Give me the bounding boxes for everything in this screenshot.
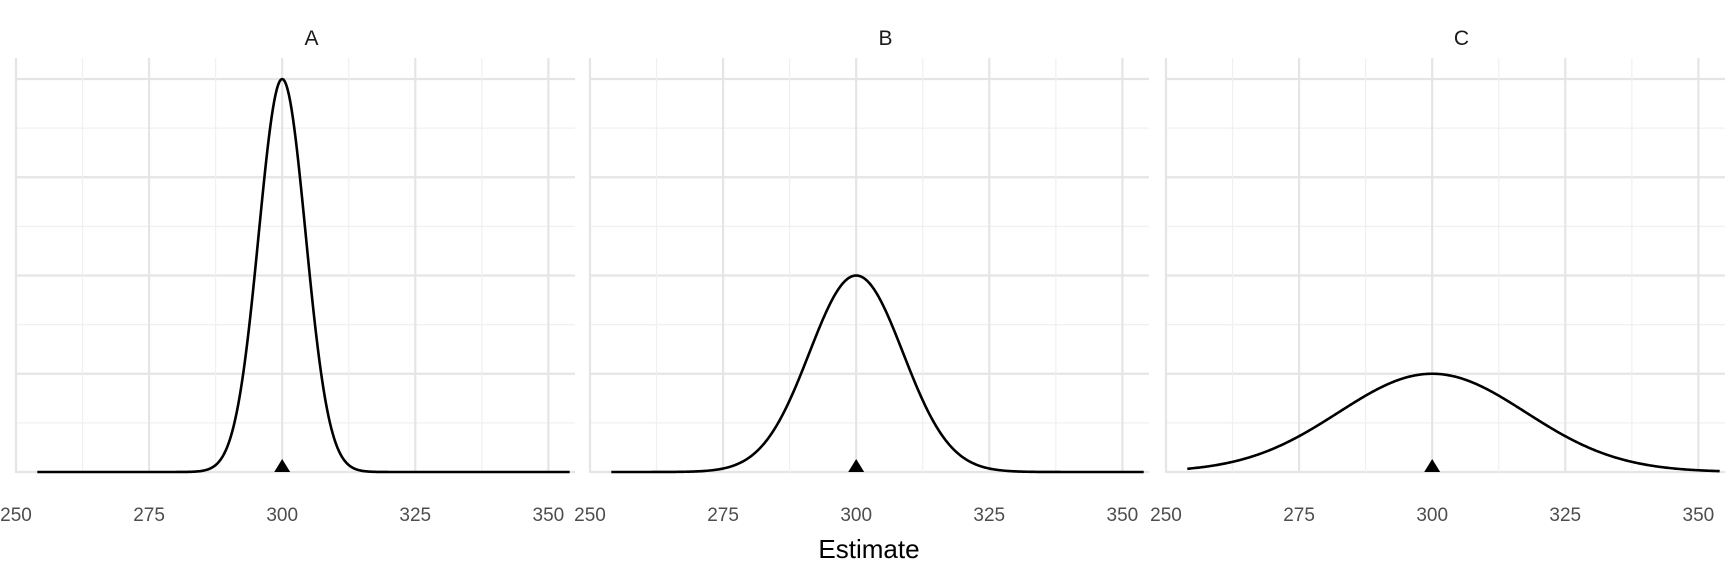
panel-title: A: [304, 27, 318, 50]
x-tick-label: 350: [533, 505, 565, 526]
panel-B: 250 275 300 325 350 B: [574, 27, 1149, 526]
x-tick-label: 300: [1416, 505, 1448, 526]
estimate-marker: [848, 459, 865, 472]
x-tick-label: 350: [1107, 505, 1139, 526]
panel-A: 250 275 300 325 350 A: [0, 27, 575, 526]
chart-panels: 250 275 300 325 350 A 250 275 300 325 350 B 250 275 30…: [0, 27, 1725, 526]
density-curve: [611, 274, 1144, 474]
x-tick-label: 325: [1549, 505, 1581, 526]
density-curve: [1187, 372, 1720, 473]
panel-C: 250 275 300 325 350 C: [1150, 27, 1725, 526]
x-tick-label: 325: [973, 505, 1005, 526]
x-tick-label: 300: [266, 505, 298, 526]
estimate-marker: [1424, 459, 1441, 472]
panel-title: C: [1454, 27, 1469, 50]
x-axis-title: Estimate: [818, 534, 919, 564]
x-tick-label: 350: [1683, 505, 1715, 526]
estimate-marker: [274, 459, 291, 472]
x-tick-label: 250: [574, 505, 606, 526]
x-tick-label: 275: [1283, 505, 1315, 526]
x-tick-label: 250: [0, 505, 32, 526]
x-tick-label: 250: [1150, 505, 1182, 526]
panel-title: B: [878, 27, 892, 50]
x-tick-label: 300: [840, 505, 872, 526]
x-tick-label: 325: [399, 505, 431, 526]
x-tick-label: 275: [707, 505, 739, 526]
density-curve: [37, 77, 570, 474]
x-tick-label: 275: [133, 505, 165, 526]
